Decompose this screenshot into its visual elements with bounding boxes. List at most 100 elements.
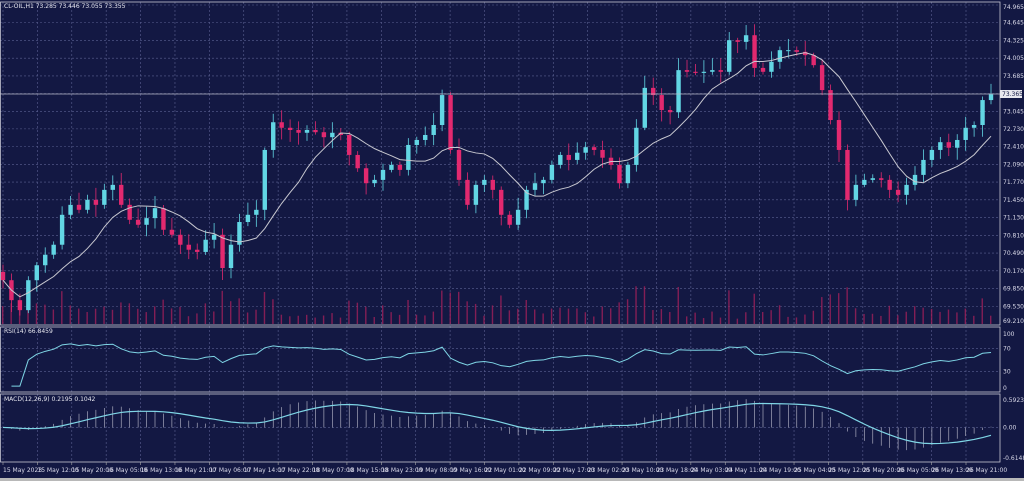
- candle[interactable]: [777, 46, 783, 69]
- candle[interactable]: [203, 230, 208, 255]
- candle[interactable]: [456, 138, 462, 186]
- candle[interactable]: [482, 175, 487, 193]
- candle[interactable]: [169, 217, 175, 238]
- candle[interactable]: [752, 24, 757, 77]
- candle[interactable]: [600, 140, 605, 168]
- candle[interactable]: [558, 151, 563, 169]
- candle[interactable]: [591, 144, 597, 156]
- candle[interactable]: [119, 172, 124, 208]
- candle[interactable]: [26, 276, 31, 314]
- candle[interactable]: [887, 175, 892, 199]
- candle[interactable]: [59, 206, 65, 250]
- candle[interactable]: [921, 149, 926, 182]
- candle[interactable]: [296, 121, 301, 145]
- candle[interactable]: [389, 161, 394, 173]
- candle[interactable]: [211, 223, 217, 249]
- candle[interactable]: [228, 234, 234, 279]
- candlesticks[interactable]: [0, 24, 994, 316]
- candle[interactable]: [693, 64, 698, 76]
- bottom-scrollbar-strip[interactable]: [0, 478, 1024, 481]
- candle[interactable]: [490, 175, 495, 199]
- candle[interactable]: [448, 92, 453, 154]
- candle[interactable]: [287, 119, 293, 142]
- candle[interactable]: [929, 146, 935, 167]
- candle[interactable]: [161, 204, 166, 236]
- candle[interactable]: [195, 243, 200, 260]
- candle[interactable]: [743, 25, 749, 50]
- candle[interactable]: [634, 119, 639, 172]
- candle[interactable]: [330, 122, 335, 149]
- candle[interactable]: [473, 180, 479, 214]
- candle[interactable]: [617, 157, 622, 189]
- candle[interactable]: [43, 247, 48, 273]
- candle[interactable]: [625, 161, 631, 189]
- candle[interactable]: [135, 208, 141, 228]
- candle[interactable]: [186, 234, 191, 260]
- candle[interactable]: [971, 121, 977, 137]
- candle[interactable]: [515, 197, 521, 230]
- candle[interactable]: [110, 175, 115, 201]
- candle[interactable]: [93, 187, 99, 217]
- candle[interactable]: [507, 211, 512, 229]
- candle[interactable]: [946, 133, 951, 157]
- candle[interactable]: [676, 58, 681, 118]
- rsi-panel[interactable]: [11, 343, 992, 387]
- candle[interactable]: [338, 128, 343, 141]
- candle[interactable]: [870, 174, 875, 183]
- candle[interactable]: [786, 38, 791, 58]
- candle[interactable]: [760, 62, 766, 75]
- candle[interactable]: [819, 59, 825, 96]
- candle[interactable]: [372, 174, 377, 187]
- candle[interactable]: [549, 160, 555, 184]
- candle[interactable]: [347, 131, 352, 166]
- candle[interactable]: [380, 163, 386, 191]
- candle[interactable]: [566, 143, 571, 171]
- candle[interactable]: [524, 185, 529, 219]
- candle[interactable]: [321, 127, 327, 148]
- candle[interactable]: [68, 196, 73, 220]
- candle[interactable]: [414, 136, 419, 154]
- candle[interactable]: [710, 58, 715, 75]
- candle[interactable]: [237, 213, 242, 252]
- candle[interactable]: [980, 96, 985, 137]
- candle[interactable]: [355, 151, 360, 172]
- candle[interactable]: [845, 144, 850, 211]
- candle[interactable]: [575, 142, 580, 165]
- candle[interactable]: [955, 134, 960, 160]
- candle[interactable]: [304, 125, 310, 141]
- candle[interactable]: [879, 172, 884, 188]
- macd-panel[interactable]: [2, 399, 992, 451]
- candle[interactable]: [727, 32, 732, 75]
- candle[interactable]: [144, 206, 149, 237]
- candle[interactable]: [406, 138, 411, 176]
- candle[interactable]: [465, 172, 470, 210]
- candle[interactable]: [938, 136, 943, 159]
- candle[interactable]: [0, 264, 6, 289]
- candle[interactable]: [152, 196, 158, 229]
- candle[interactable]: [220, 228, 225, 280]
- candle[interactable]: [895, 181, 901, 203]
- candle[interactable]: [642, 75, 647, 131]
- candle[interactable]: [667, 105, 673, 125]
- price-axis[interactable]: 74.965 74.645 74.325 74.005 73.685 73.045 72.7…: [1003, 4, 1024, 462]
- candle[interactable]: [254, 200, 259, 227]
- candle[interactable]: [684, 59, 690, 78]
- candle[interactable]: [862, 173, 867, 188]
- candle[interactable]: [499, 186, 504, 226]
- candle[interactable]: [651, 77, 656, 105]
- candle[interactable]: [828, 84, 833, 125]
- candle[interactable]: [102, 183, 107, 209]
- candle[interactable]: [127, 198, 132, 225]
- candle[interactable]: [262, 147, 267, 221]
- candle[interactable]: [803, 41, 808, 66]
- candle[interactable]: [431, 113, 436, 146]
- candle[interactable]: [701, 60, 707, 83]
- candle[interactable]: [541, 176, 546, 195]
- candle[interactable]: [963, 116, 968, 151]
- candle[interactable]: [769, 51, 774, 78]
- candle[interactable]: [76, 192, 82, 214]
- candle[interactable]: [397, 161, 403, 176]
- candle[interactable]: [313, 121, 318, 135]
